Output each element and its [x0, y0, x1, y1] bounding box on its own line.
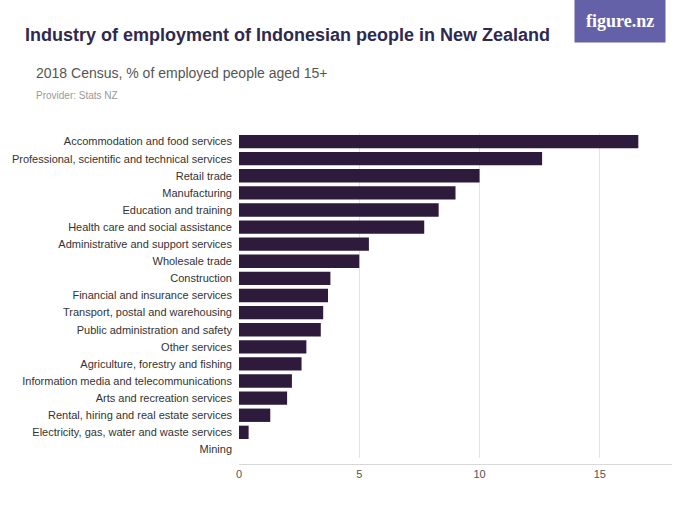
svg-text:Manufacturing: Manufacturing	[162, 187, 232, 199]
svg-text:Administrative and support ser: Administrative and support services	[58, 238, 232, 250]
svg-text:2018 Census, % of employed peo: 2018 Census, % of employed people aged 1…	[36, 65, 328, 81]
svg-text:Information media and telecomm: Information media and telecommunications	[22, 375, 232, 387]
svg-text:0: 0	[236, 468, 242, 480]
svg-text:Arts and recreation services: Arts and recreation services	[96, 392, 233, 404]
svg-text:Health care and social assista: Health care and social assistance	[68, 221, 232, 233]
svg-text:Construction: Construction	[170, 272, 232, 284]
svg-text:Retail trade: Retail trade	[176, 170, 232, 182]
svg-text:Rental, hiring and real estate: Rental, hiring and real estate services	[48, 409, 233, 421]
svg-text:Transport, postal and warehous: Transport, postal and warehousing	[63, 306, 232, 318]
svg-text:Financial and insurance servic: Financial and insurance services	[72, 289, 232, 301]
svg-text:Wholesale trade: Wholesale trade	[153, 255, 233, 267]
svg-text:5: 5	[356, 468, 362, 480]
svg-text:15: 15	[594, 468, 606, 480]
svg-text:Other services: Other services	[161, 341, 232, 353]
svg-text:Mining: Mining	[200, 443, 232, 455]
svg-text:10: 10	[473, 468, 485, 480]
svg-text:Industry of employment of Indo: Industry of employment of Indonesian peo…	[25, 25, 550, 45]
svg-text:Education and training: Education and training	[123, 204, 232, 216]
svg-text:figure.nz: figure.nz	[586, 11, 654, 31]
svg-text:Provider: Stats NZ: Provider: Stats NZ	[36, 90, 118, 101]
svg-text:Professional, scientific and t: Professional, scientific and technical s…	[12, 153, 233, 165]
svg-text:Accommodation and food service: Accommodation and food services	[64, 135, 233, 147]
svg-text:Public administration and safe: Public administration and safety	[77, 324, 233, 336]
svg-text:Electricity, gas, water and wa: Electricity, gas, water and waste servic…	[32, 426, 232, 438]
svg-text:Agriculture, forestry and fish: Agriculture, forestry and fishing	[80, 358, 232, 370]
